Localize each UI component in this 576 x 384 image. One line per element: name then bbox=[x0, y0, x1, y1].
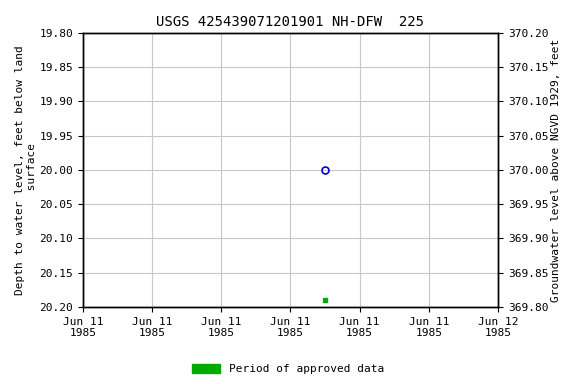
Legend: Period of approved data: Period of approved data bbox=[188, 359, 388, 379]
Y-axis label: Depth to water level, feet below land
 surface: Depth to water level, feet below land su… bbox=[15, 45, 37, 295]
Y-axis label: Groundwater level above NGVD 1929, feet: Groundwater level above NGVD 1929, feet bbox=[551, 38, 561, 301]
Title: USGS 425439071201901 NH-DFW  225: USGS 425439071201901 NH-DFW 225 bbox=[157, 15, 425, 29]
